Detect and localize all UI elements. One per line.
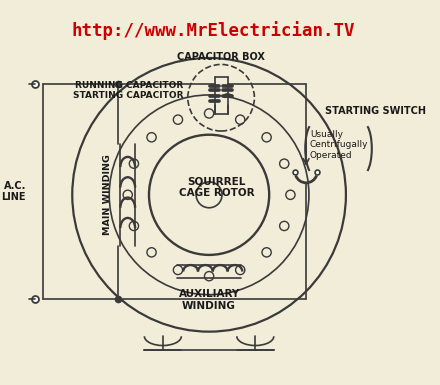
Text: http://www.MrElectrician.TV: http://www.MrElectrician.TV — [72, 21, 356, 40]
Text: CAPACITOR BOX: CAPACITOR BOX — [177, 52, 265, 62]
Text: STARTING CAPACITOR: STARTING CAPACITOR — [73, 91, 183, 100]
Text: A.C.
LINE: A.C. LINE — [1, 181, 26, 203]
Text: STARTING SWITCH: STARTING SWITCH — [325, 106, 425, 116]
Text: SQUIRREL
CAGE ROTOR: SQUIRREL CAGE ROTOR — [179, 177, 254, 198]
Text: Usually
Centrifugally
Operated: Usually Centrifugally Operated — [310, 130, 368, 160]
Text: RUNNING CAPACITOR: RUNNING CAPACITOR — [75, 81, 183, 90]
Text: MAIN WINDING: MAIN WINDING — [103, 154, 112, 235]
Text: AUXILIARY
WINDING: AUXILIARY WINDING — [179, 289, 240, 311]
